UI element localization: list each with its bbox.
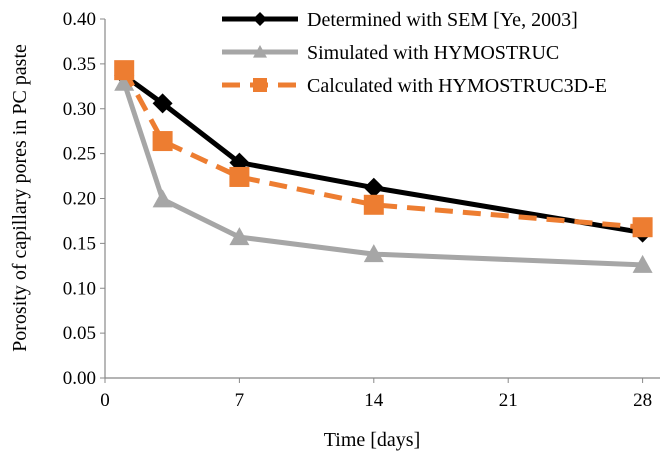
y-axis-label: Porosity of capillary pores in PC paste: [9, 44, 31, 352]
data-point: [152, 131, 173, 152]
legend-marker: [253, 78, 267, 92]
legend-label: Simulated with HYMOSTRUC: [307, 42, 559, 64]
axes: [100, 18, 660, 383]
legend-marker: [253, 12, 267, 26]
x-tick-label: 14: [364, 390, 384, 411]
legend-item: Determined with SEM [Ye, 2003]: [222, 9, 578, 31]
data-point: [632, 254, 653, 273]
y-tick-label: 0.15: [63, 233, 96, 254]
y-tick-label: 0.10: [63, 278, 96, 299]
data-point: [229, 227, 250, 246]
legend-item: Simulated with HYMOSTRUC: [222, 42, 559, 64]
legend-label: Determined with SEM [Ye, 2003]: [307, 9, 578, 31]
tick-labels: 0.00 0.05 0.10 0.15 0.20 0.25 0.30 0.35 0.40 0 7 14…: [63, 9, 652, 411]
y-tick-label: 0.30: [63, 99, 96, 120]
data-point: [114, 72, 135, 91]
y-tick-label: 0.05: [63, 323, 96, 344]
data-point: [363, 194, 384, 215]
y-tick-label: 0.00: [63, 368, 96, 389]
series-lines: [114, 60, 653, 273]
series-line: [122, 68, 643, 230]
legend-label: Calculated with HYMOSTRUC3D-E: [307, 75, 607, 97]
x-axis-label: Time [days]: [324, 429, 420, 451]
data-point: [152, 189, 173, 208]
series-3: [114, 60, 653, 238]
data-point: [152, 93, 173, 114]
y-tick-label: 0.40: [63, 9, 96, 30]
x-tick-label: 28: [633, 390, 652, 411]
data-point: [114, 60, 135, 81]
y-tick-label: 0.35: [63, 54, 96, 75]
data-point: [363, 244, 384, 263]
legend-marker: [253, 45, 267, 58]
legend: Determined with SEM [Ye, 2003] Simulated …: [222, 9, 607, 97]
x-tick-label: 7: [235, 390, 245, 411]
x-tick-label: 0: [100, 390, 110, 411]
y-tick-label: 0.25: [63, 144, 96, 165]
y-tick-label: 0.20: [63, 189, 96, 210]
x-tick-label: 21: [499, 390, 518, 411]
series-2: [114, 72, 653, 273]
data-point: [229, 166, 250, 187]
series-line: [121, 81, 643, 268]
data-point: [363, 177, 384, 198]
data-point: [632, 217, 653, 238]
legend-item: Calculated with HYMOSTRUC3D-E: [222, 75, 607, 97]
